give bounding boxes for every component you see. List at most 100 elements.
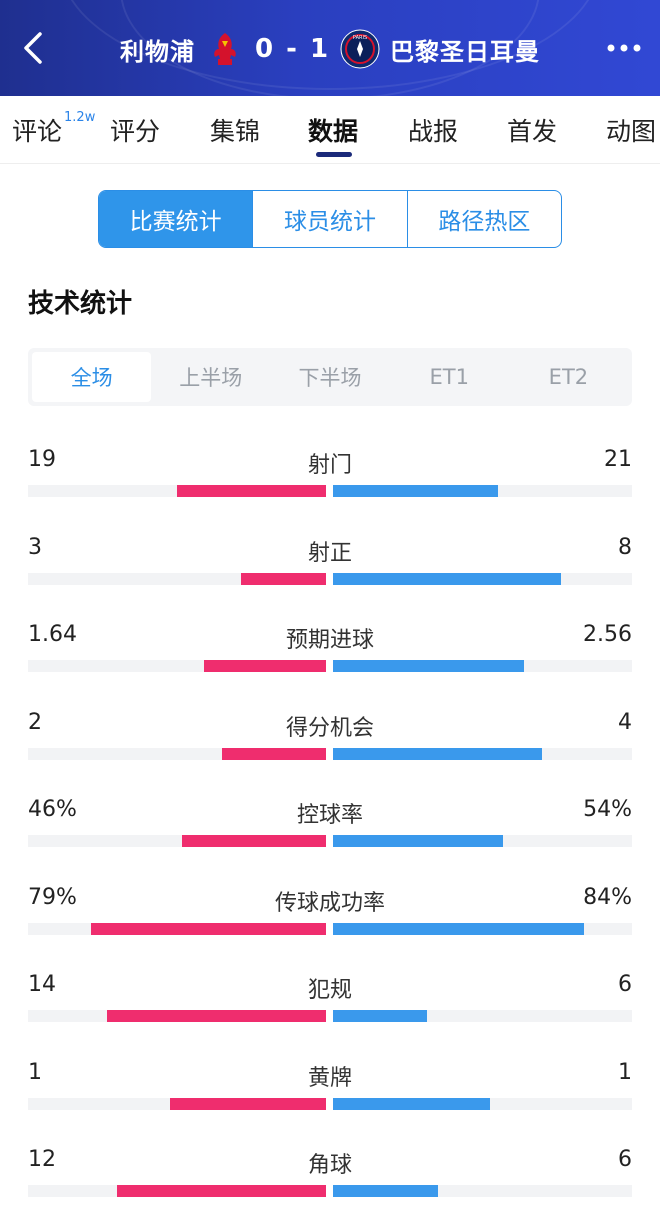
away-stat-bar	[333, 660, 525, 672]
home-bar-track	[28, 747, 326, 760]
away-bar-track	[333, 747, 632, 760]
period-et2[interactable]: ET2	[548, 365, 589, 389]
away-team-name[interactable]: 巴黎圣日耳曼	[390, 37, 541, 66]
home-stat-bar	[106, 1010, 326, 1022]
period-et1[interactable]: ET1	[429, 365, 469, 389]
active-tab-indicator	[316, 152, 352, 157]
stat-label: 黄牌	[307, 1065, 352, 1091]
home-stat-bar	[169, 1097, 326, 1110]
home-stat-bar	[177, 485, 326, 497]
tab-comments[interactable]: 评论 1.2w	[12, 110, 95, 148]
away-stat-bar	[333, 485, 498, 497]
away-stat-value: 6	[618, 1147, 632, 1172]
stat-label: 传球成功率	[274, 890, 385, 916]
tab-report[interactable]: 战报	[408, 117, 459, 146]
away-bar-track	[333, 922, 632, 935]
section-title: 技术统计	[28, 289, 133, 319]
home-team-name[interactable]: 利物浦	[119, 37, 195, 66]
stat-row: 19 射门 21	[28, 437, 632, 525]
tab-highlights[interactable]: 集锦	[210, 117, 261, 146]
stat-row: 1.64 预期进球 2.56	[28, 612, 632, 700]
away-stat-value: 8	[618, 534, 632, 560]
comment-count-badge: 1.2w	[64, 110, 96, 125]
back-arrow-icon[interactable]	[18, 28, 50, 68]
stat-label: 控球率	[296, 803, 363, 828]
away-stat-value: 1	[618, 1059, 632, 1085]
stat-row: 3 射正 8	[28, 525, 632, 613]
stat-row: 12 角球 6	[28, 1137, 632, 1225]
stat-label: 犯规	[307, 978, 352, 1003]
away-stat-value: 84%	[583, 884, 632, 910]
segment-player-stats[interactable]: 球员统计	[253, 191, 408, 247]
stat-label: 射正	[307, 540, 352, 566]
stat-label: 预期进球	[285, 628, 374, 653]
period-full-match[interactable]: 全场	[32, 352, 152, 402]
home-bar-track	[28, 1097, 326, 1110]
away-stat-bar	[333, 1097, 490, 1110]
away-stat-value: 2.56	[583, 622, 632, 647]
home-stat-value: 12	[28, 1147, 56, 1172]
away-stat-value: 4	[618, 709, 632, 735]
home-stat-value: 79%	[28, 884, 77, 910]
home-bar-track	[28, 572, 326, 585]
home-stat-bar	[221, 747, 326, 760]
home-bar-track	[28, 1010, 326, 1022]
tab-gifs[interactable]: 动图	[606, 117, 657, 146]
segment-match-stats[interactable]: 比赛统计	[99, 191, 254, 247]
away-bar-track	[333, 485, 632, 497]
away-stat-bar	[333, 1185, 438, 1197]
period-first-half[interactable]: 上半场	[179, 366, 243, 390]
stat-label: 得分机会	[285, 715, 374, 741]
away-stat-bar	[333, 572, 562, 585]
away-stat-bar	[333, 835, 503, 847]
away-stat-bar	[333, 747, 543, 760]
home-stat-bar	[90, 922, 326, 935]
away-stat-value: 21	[604, 447, 632, 472]
away-bar-track	[333, 1010, 632, 1022]
stat-row: 2 得分机会 4	[28, 700, 632, 788]
stat-row: 79% 传球成功率 84%	[28, 875, 632, 963]
away-bar-track	[333, 835, 632, 847]
away-bar-track	[333, 1185, 632, 1197]
home-stat-value: 2	[28, 709, 42, 735]
away-stat-bar	[333, 922, 585, 935]
stat-label: 射门	[307, 453, 352, 478]
home-stat-bar	[117, 1185, 326, 1197]
stat-row: 1 黄牌 1	[28, 1050, 632, 1138]
segment-heatmap[interactable]: 路径热区	[438, 209, 531, 235]
more-options-icon[interactable]	[606, 38, 642, 58]
away-stat-value: 54%	[583, 797, 632, 822]
away-stat-bar	[333, 1010, 428, 1022]
home-bar-track	[28, 922, 326, 935]
psg-crest-text: PARIS	[353, 35, 367, 41]
tab-label: 评论	[12, 117, 63, 146]
stats-list: 19 射门 21 3 射正 8 1.64 预期进球 2.56 2 得分机会 4 46% 控球率 54% 79%…	[28, 437, 632, 1225]
period-second-half[interactable]: 下半场	[298, 366, 362, 390]
tab-lineups[interactable]: 首发	[507, 117, 558, 146]
home-stat-bar	[203, 660, 326, 672]
stat-label: 角球	[307, 1153, 352, 1178]
home-stat-value: 14	[28, 972, 56, 997]
stat-row: 46% 控球率 54%	[28, 787, 632, 875]
home-stat-value: 46%	[28, 797, 77, 822]
match-score: 0 - 1	[254, 34, 331, 64]
tab-ratings[interactable]: 评分	[110, 117, 161, 146]
home-stat-bar	[240, 572, 326, 585]
home-stat-value: 1.64	[28, 622, 77, 647]
psg-crest-icon[interactable]: PARIS	[340, 29, 380, 69]
period-filter: 全场 上半场 下半场 ET1 ET2	[28, 348, 632, 406]
away-bar-track	[333, 572, 632, 585]
scoreline: 利物浦 0 - 1 PARIS 巴黎圣日耳曼	[0, 26, 660, 72]
match-header: 利物浦 0 - 1 PARIS 巴黎圣日耳曼	[0, 0, 660, 96]
home-stat-value: 19	[28, 447, 56, 472]
home-bar-track	[28, 835, 326, 847]
stat-row: 14 犯规 6	[28, 962, 632, 1050]
tab-data[interactable]: 数据	[308, 117, 359, 146]
home-stat-bar	[182, 835, 326, 847]
away-stat-value: 6	[618, 972, 632, 997]
home-stat-value: 3	[28, 534, 42, 560]
home-stat-value: 1	[28, 1059, 42, 1085]
liverpool-crest-icon[interactable]	[205, 29, 245, 69]
away-bar-track	[333, 660, 632, 672]
match-tabs: 评论 1.2w 评分 集锦 数据 战报 首发 动图	[0, 96, 660, 164]
